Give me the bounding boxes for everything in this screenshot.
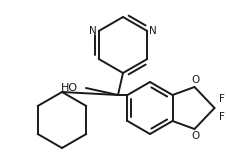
Text: HO: HO xyxy=(61,83,78,93)
Text: O: O xyxy=(191,75,200,85)
Text: N: N xyxy=(89,26,97,36)
Text: N: N xyxy=(149,26,157,36)
Text: O: O xyxy=(191,131,200,141)
Text: F: F xyxy=(219,112,225,122)
Text: F: F xyxy=(219,94,225,104)
